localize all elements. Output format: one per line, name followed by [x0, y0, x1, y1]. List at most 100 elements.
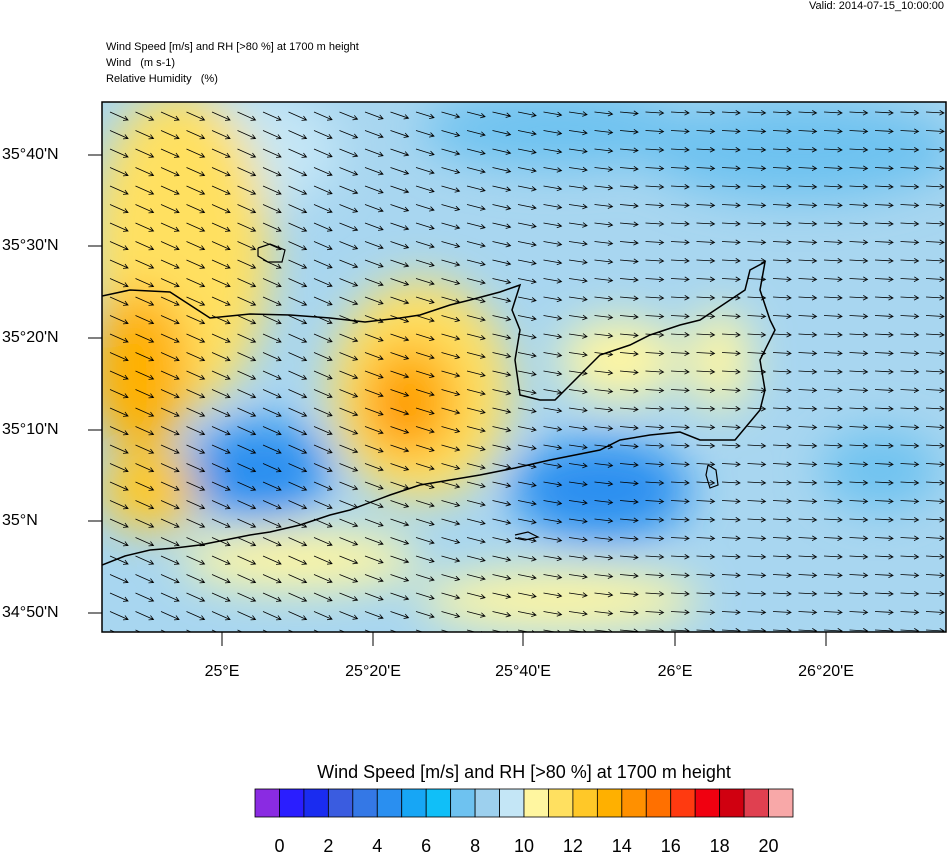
wind-arrow — [594, 369, 614, 376]
colorbar-bin — [523, 788, 549, 818]
wind-arrow — [517, 296, 537, 303]
wind-arrow — [262, 611, 282, 621]
wind-arrow — [415, 407, 435, 416]
wind-arrow — [798, 591, 818, 597]
colorbar-bin — [596, 788, 623, 818]
wind-arrow — [492, 278, 512, 285]
wind-arrow — [772, 276, 792, 283]
wind-arrow — [568, 425, 588, 432]
wind-arrow — [313, 333, 333, 343]
wind-arrow — [874, 535, 894, 542]
wind-arrow — [313, 148, 333, 158]
wind-arrow — [466, 278, 486, 285]
wind-arrow — [823, 424, 843, 431]
wind-arrow — [109, 555, 129, 565]
wind-arrow — [364, 592, 384, 601]
wind-arrow — [543, 370, 563, 377]
wind-arrow — [313, 481, 333, 491]
wind-arrow — [670, 369, 690, 375]
wind-arrow — [517, 500, 537, 507]
wind-arrow — [900, 128, 920, 135]
wind-arrow — [721, 110, 741, 116]
wind-arrow — [543, 537, 563, 543]
wind-arrow — [721, 295, 741, 301]
wind-arrow — [492, 611, 512, 618]
wind-arrow — [823, 406, 843, 412]
wind-arrow — [237, 463, 257, 473]
wind-arrow — [900, 110, 920, 116]
wind-arrow — [543, 574, 563, 580]
wind-arrow — [262, 148, 282, 158]
wind-arrow — [466, 130, 486, 137]
wind-arrow — [288, 370, 308, 380]
wind-arrow — [390, 407, 410, 416]
wind-arrow — [670, 591, 690, 597]
wind-arrow — [211, 574, 231, 584]
wind-arrow — [900, 165, 920, 172]
wind-arrow — [237, 611, 257, 621]
wind-arrow — [543, 185, 563, 192]
wind-arrow — [543, 167, 563, 173]
wind-arrow — [798, 239, 818, 246]
wind-arrow — [466, 222, 486, 230]
wind-arrow — [339, 296, 359, 306]
wind-arrow — [645, 369, 665, 375]
wind-arrow — [466, 185, 486, 193]
wind-arrow — [339, 444, 359, 454]
wind-arrow — [721, 221, 741, 227]
wind-arrow — [186, 148, 206, 158]
wind-arrow — [823, 295, 843, 301]
wind-arrow — [517, 222, 537, 229]
wind-arrow — [594, 425, 614, 431]
wind-arrow — [313, 611, 333, 621]
colorbar-bin — [303, 788, 329, 818]
wind-arrow — [517, 518, 537, 525]
wind-arrow — [721, 369, 741, 375]
wind-arrow — [823, 498, 843, 505]
wind-arrow — [288, 518, 308, 528]
wind-arrow — [747, 147, 767, 153]
wind-arrow — [772, 572, 792, 579]
wind-arrow — [925, 443, 945, 449]
wind-arrow — [160, 241, 180, 251]
wind-arrow — [288, 259, 308, 269]
wind-arrow — [339, 259, 359, 269]
wind-arrow — [874, 110, 894, 116]
wind-arrow — [900, 591, 920, 597]
wind-arrow — [186, 463, 206, 473]
subtitle: Relative Humidity (%) — [106, 73, 218, 85]
wind-arrow — [696, 461, 716, 468]
wind-arrow — [594, 554, 614, 561]
wind-arrow — [135, 407, 155, 417]
wind-arrow — [492, 185, 512, 192]
wind-arrow — [798, 517, 818, 523]
wind-arrow — [900, 572, 920, 579]
wind-arrow — [364, 537, 384, 546]
wind-arrow — [772, 443, 792, 449]
wind-arrow — [262, 167, 282, 177]
wind-arrow — [517, 167, 537, 174]
wind-arrow — [798, 609, 818, 616]
wind-arrow — [900, 313, 920, 320]
wind-arrow — [874, 554, 894, 560]
wind-arrow — [696, 387, 716, 394]
wind-arrow — [696, 554, 716, 560]
colorbar-tick-label: 2 — [323, 836, 333, 854]
wind-arrow — [288, 463, 308, 473]
wind-arrow — [364, 370, 384, 379]
wind-arrow — [339, 537, 359, 546]
wind-arrow — [339, 352, 359, 361]
wind-arrow — [339, 611, 359, 620]
wind-arrow — [772, 498, 792, 505]
wind-arrow — [492, 592, 512, 599]
wind-arrow — [109, 426, 129, 436]
wind-arrow — [594, 258, 614, 265]
wind-arrow — [747, 110, 767, 116]
wind-arrow — [747, 350, 767, 357]
wind-arrow — [160, 592, 180, 602]
wind-arrow — [772, 239, 792, 246]
wind-arrow — [645, 424, 665, 431]
wind-arrow — [211, 370, 231, 380]
wind-arrow — [696, 221, 716, 227]
wind-arrow — [415, 167, 435, 175]
